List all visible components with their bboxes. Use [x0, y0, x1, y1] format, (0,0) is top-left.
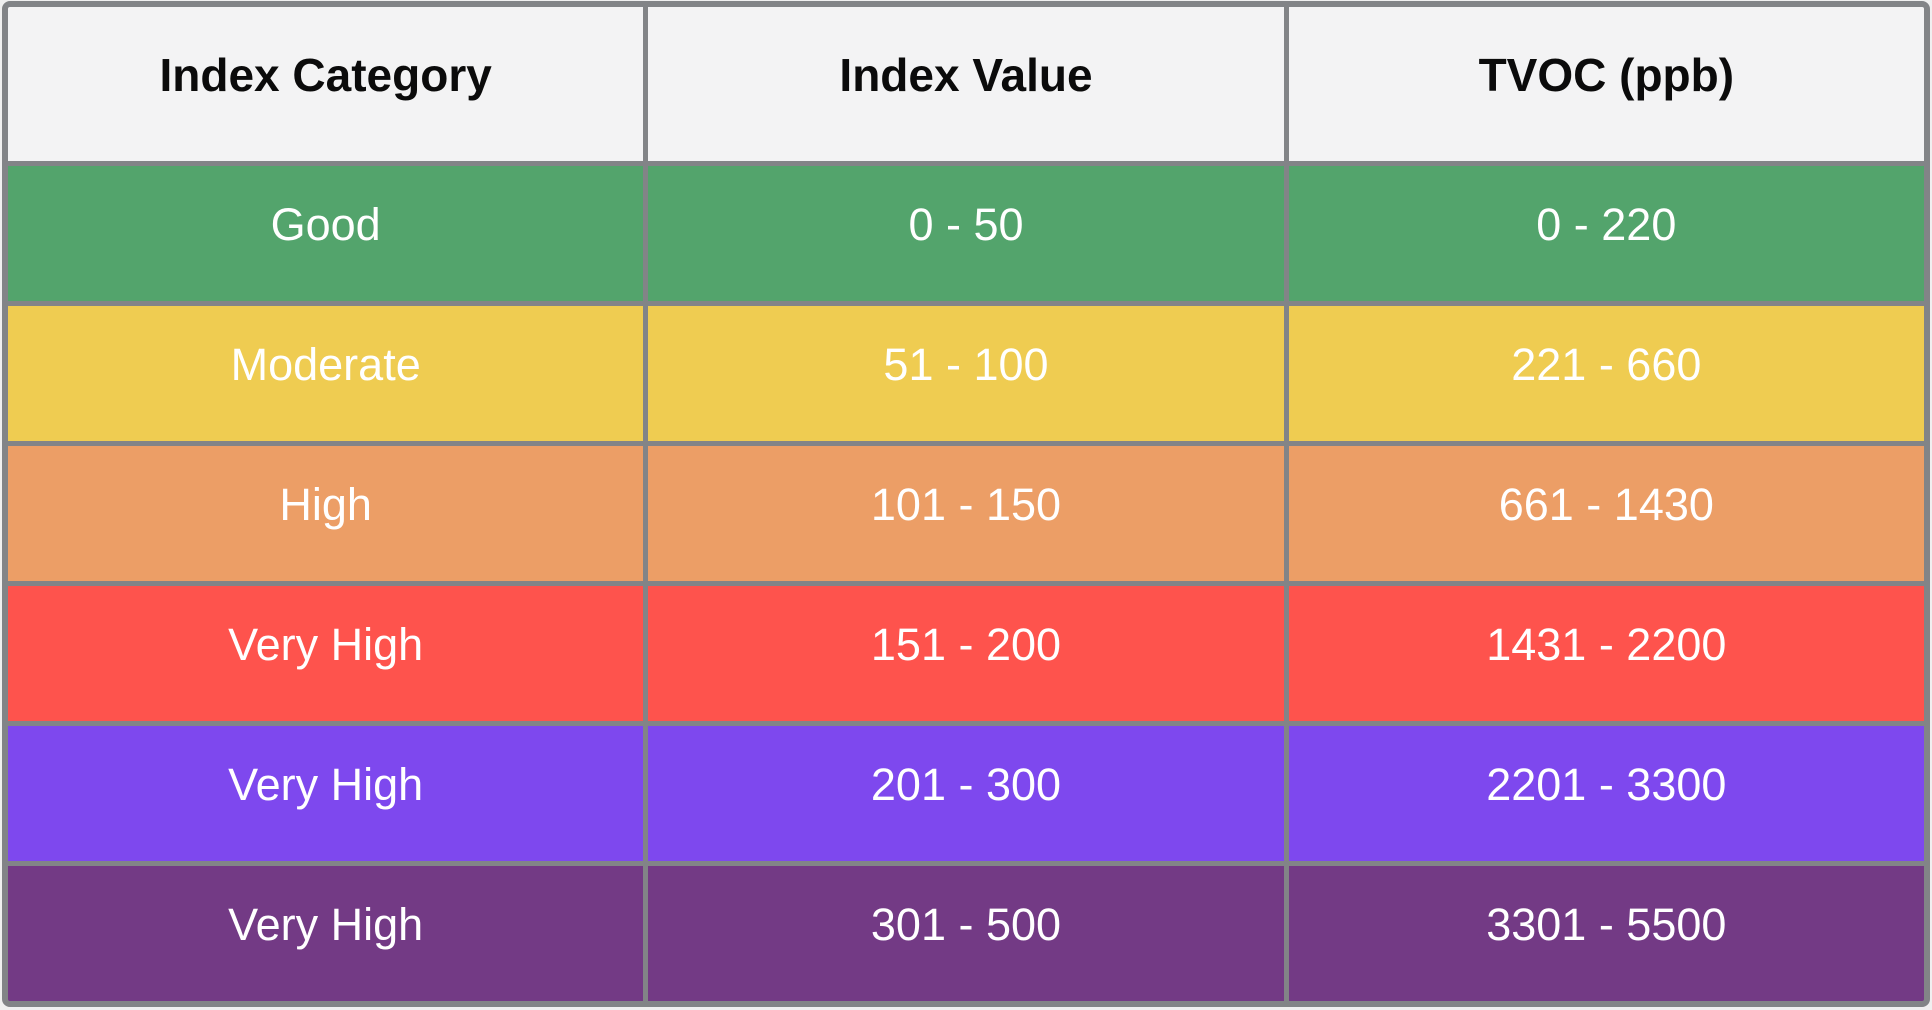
index-value-cell: 51 - 100 [648, 306, 1284, 441]
header-index-category: Index Category [8, 7, 644, 161]
index-value-cell: 301 - 500 [648, 866, 1284, 1001]
category-cell: Moderate [8, 306, 644, 441]
index-value-cell: 151 - 200 [648, 586, 1284, 721]
category-cell: High [8, 446, 644, 581]
index-value-cell: 101 - 150 [648, 446, 1284, 581]
category-cell: Very High [8, 586, 644, 721]
tvoc-cell: 3301 - 5500 [1288, 866, 1924, 1001]
tvoc-cell: 2201 - 3300 [1288, 726, 1924, 861]
header-tvoc-ppb: TVOC (ppb) [1288, 7, 1924, 161]
tvoc-cell: 661 - 1430 [1288, 446, 1924, 581]
index-value-cell: 0 - 50 [648, 166, 1284, 301]
tvoc-cell: 0 - 220 [1288, 166, 1924, 301]
header-index-value: Index Value [648, 7, 1284, 161]
tvoc-cell: 1431 - 2200 [1288, 586, 1924, 721]
index-value-cell: 201 - 300 [648, 726, 1284, 861]
category-cell: Very High [8, 866, 644, 1001]
category-cell: Good [8, 166, 644, 301]
tvoc-cell: 221 - 660 [1288, 306, 1924, 441]
category-cell: Very High [8, 726, 644, 861]
